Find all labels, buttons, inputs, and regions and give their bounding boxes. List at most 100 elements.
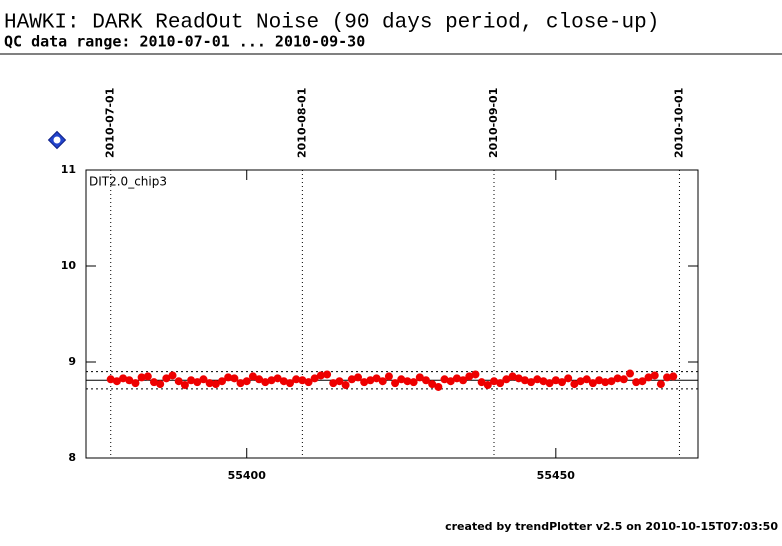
point — [292, 375, 301, 384]
date-label: 2010-08-01 — [295, 88, 308, 158]
point — [644, 373, 653, 382]
point — [434, 382, 443, 391]
point — [347, 375, 356, 384]
point — [255, 375, 264, 384]
point — [576, 377, 585, 386]
point — [440, 375, 449, 384]
point — [360, 378, 369, 387]
point — [601, 378, 610, 387]
point — [656, 380, 665, 389]
point — [415, 373, 424, 382]
point — [150, 378, 158, 387]
point — [669, 372, 678, 381]
point — [613, 374, 622, 383]
point — [428, 380, 437, 389]
point — [180, 381, 189, 390]
point — [502, 375, 511, 384]
point — [595, 376, 604, 385]
point — [354, 373, 362, 382]
point — [490, 377, 498, 386]
point — [156, 380, 165, 389]
point — [570, 380, 579, 389]
point — [267, 376, 276, 385]
point — [304, 378, 313, 387]
point — [607, 377, 616, 386]
point — [366, 376, 375, 385]
point — [143, 372, 152, 381]
point — [465, 372, 474, 381]
x-tick-label: 55400 — [228, 469, 267, 482]
footer: created by trendPlotter v2.5 on 2010-10-… — [445, 520, 778, 533]
point — [224, 373, 233, 382]
point — [588, 379, 597, 388]
point — [112, 377, 121, 386]
point — [131, 379, 140, 388]
point — [471, 370, 480, 379]
point — [205, 379, 214, 388]
point — [539, 377, 548, 386]
point — [520, 376, 529, 385]
x-tick-label: 55450 — [537, 469, 576, 482]
point — [211, 380, 220, 389]
point — [558, 378, 566, 387]
date-label: 2010-09-01 — [487, 88, 500, 158]
point — [162, 374, 171, 383]
point — [422, 376, 430, 385]
point — [397, 375, 406, 384]
point — [329, 379, 338, 388]
point — [193, 378, 202, 387]
point — [174, 377, 183, 386]
help-icon[interactable] — [47, 130, 67, 150]
point — [459, 376, 468, 385]
point — [446, 377, 455, 386]
point — [261, 378, 270, 387]
point — [527, 378, 536, 387]
point — [286, 379, 294, 388]
point — [582, 375, 591, 384]
chart-subtitle: QC data range: 2010-07-01 ... 2010-09-30 — [4, 33, 365, 51]
point — [230, 374, 239, 383]
y-tick-label: 9 — [68, 355, 76, 368]
point — [323, 370, 332, 379]
point — [187, 376, 196, 385]
date-label: 2010-07-01 — [104, 88, 117, 158]
point — [310, 374, 319, 383]
point — [496, 379, 505, 388]
point — [403, 377, 412, 386]
point — [119, 374, 128, 383]
point — [316, 371, 325, 380]
point — [125, 376, 134, 385]
panel-label: DIT2.0_chip3 — [89, 175, 167, 189]
point — [372, 374, 381, 383]
y-tick-label: 10 — [61, 259, 77, 272]
point — [218, 377, 226, 386]
point — [514, 374, 523, 383]
point — [551, 376, 560, 385]
point — [106, 375, 115, 384]
point — [638, 377, 647, 386]
point — [619, 375, 628, 384]
point — [626, 369, 634, 378]
point — [242, 377, 251, 386]
date-label: 2010-10-01 — [672, 88, 685, 158]
point — [533, 375, 542, 384]
point — [137, 373, 146, 382]
y-tick-label: 8 — [68, 451, 76, 464]
y-tick-label: 11 — [61, 163, 76, 176]
point — [298, 376, 307, 385]
point — [409, 378, 418, 387]
point — [335, 377, 344, 386]
point — [168, 371, 177, 380]
point — [199, 375, 208, 384]
point — [508, 372, 517, 381]
point — [452, 374, 461, 383]
point — [273, 374, 282, 383]
point — [341, 381, 350, 390]
chart-title: HAWKI: DARK ReadOut Noise (90 days perio… — [4, 12, 659, 35]
point — [650, 371, 659, 380]
point — [477, 378, 486, 387]
point — [564, 374, 573, 383]
point — [248, 372, 257, 381]
point — [663, 373, 672, 382]
